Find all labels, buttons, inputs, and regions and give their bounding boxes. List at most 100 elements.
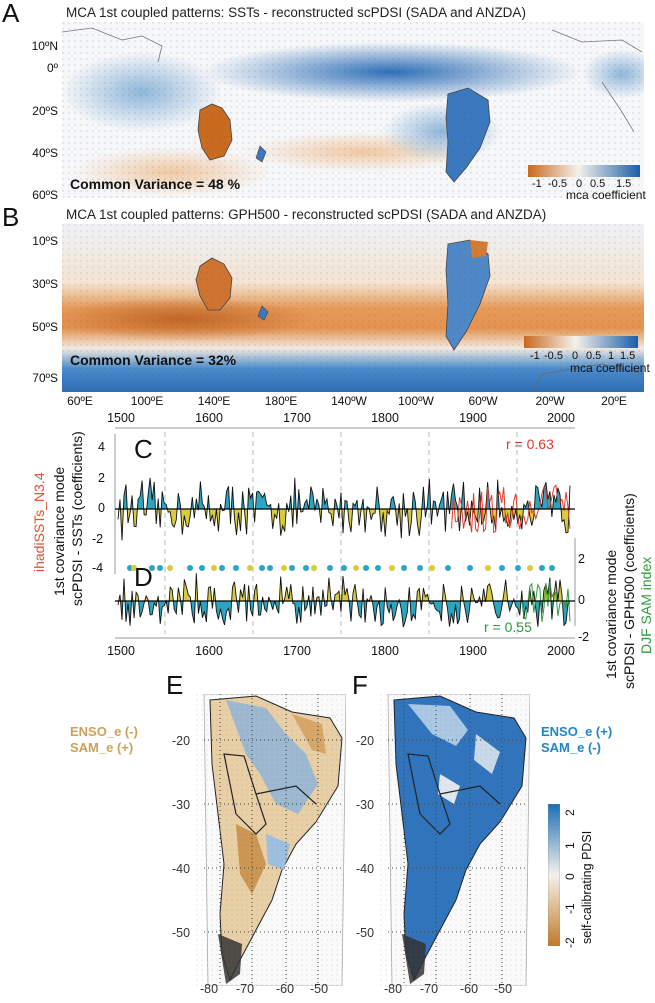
panel-c-ylabel-1: 1st covariance mode xyxy=(51,466,67,596)
panel-a-cbar-tick-1: -1 xyxy=(532,178,542,190)
grid-lines xyxy=(164,432,518,634)
event-dot xyxy=(267,565,273,571)
panel-c-letter: C xyxy=(134,434,153,464)
event-dot xyxy=(131,565,137,571)
panel-a-lat-20s: 20ºS xyxy=(32,104,58,118)
event-dot xyxy=(375,565,381,571)
panel-b-lat-70s: 70ºS xyxy=(32,371,58,385)
panel-b-lon-100e: 100ºE xyxy=(130,394,164,408)
panel-f-cbar-tick-m2: -2 xyxy=(563,937,577,948)
panel-c-top-year-1700: 1700 xyxy=(283,411,311,425)
event-dot xyxy=(233,565,239,571)
panel-f-lat-50: -50 xyxy=(356,926,375,940)
panel-e-lat-50: -50 xyxy=(172,926,191,940)
panel-a-lat-60s: 60ºS xyxy=(32,188,58,202)
panel-c-ytick-2: 2 xyxy=(98,471,105,485)
panel-c-top-year-1600: 1600 xyxy=(195,411,223,425)
panel-a-lat-0: 0º xyxy=(46,61,58,75)
panel-c-top-year-1500: 1500 xyxy=(107,411,135,425)
panel-a-colorbar xyxy=(528,165,640,177)
panel-d-r-value: r = 0.55 xyxy=(484,619,532,635)
panel-d-letter: D xyxy=(134,562,153,592)
panel-f-cbar-tick-0: 0 xyxy=(563,873,577,880)
panel-e-lon-60: -60 xyxy=(276,982,295,996)
event-dot xyxy=(187,565,193,571)
event-dot xyxy=(499,565,505,571)
panel-e-label-1: ENSO_e (-) xyxy=(70,724,138,739)
event-dot xyxy=(281,565,287,571)
panel-b-lon-60w: 60ºW xyxy=(468,394,498,408)
panel-b-title: MCA 1st coupled patterns: GPH500 - recon… xyxy=(66,207,547,222)
panel-f-lon-50: -50 xyxy=(494,982,513,996)
panel-a-common-variance: Common Variance = 48 % xyxy=(70,176,241,192)
seriesD-overlay-line xyxy=(521,581,571,622)
panel-a-cbar-tick-2: -0.5 xyxy=(548,178,567,190)
event-dot xyxy=(247,565,253,571)
panel-b-lon-180e: 180ºE xyxy=(264,394,298,408)
panel-e-lat-20: -20 xyxy=(172,734,191,748)
event-dot xyxy=(445,565,451,571)
panel-c-ylabel-2: scPDSI - SSTs (coefficients) xyxy=(69,431,85,606)
panel-c-ytick-0: 0 xyxy=(98,501,105,515)
event-dot xyxy=(539,565,545,571)
panel-f-map xyxy=(380,694,530,986)
event-dot xyxy=(327,565,333,571)
panel-f-lon-60: -60 xyxy=(460,982,479,996)
event-dot xyxy=(363,565,369,571)
panel-c-r-value: r = 0.63 xyxy=(506,436,554,452)
seriesC-line xyxy=(117,477,571,541)
event-dot xyxy=(467,565,473,571)
panel-a-lat-40s: 40ºS xyxy=(32,146,58,160)
panel-d-bottom-year-1700: 1700 xyxy=(283,644,311,658)
event-dots xyxy=(127,565,555,571)
panel-cd-plot xyxy=(114,427,576,639)
event-dot xyxy=(211,565,217,571)
panel-b-map xyxy=(62,224,644,392)
panel-b-lat-30s: 30ºS xyxy=(32,277,58,291)
panel-f-cbar-tick-1: 1 xyxy=(563,842,577,849)
event-dot xyxy=(303,565,309,571)
event-dot xyxy=(167,565,173,571)
event-dot xyxy=(199,565,205,571)
panel-f-lat-30: -30 xyxy=(356,798,375,812)
panel-f-lon-80: -80 xyxy=(384,982,403,996)
panel-d-ylabel-1: 1st covariance mode xyxy=(603,549,619,679)
event-dot xyxy=(289,565,295,571)
panel-b-lon-20w: 20ºW xyxy=(535,394,565,408)
panel-b-colorbar xyxy=(524,336,638,348)
panel-c-ytick-4: 4 xyxy=(98,440,105,454)
panel-c-top-year-1900: 1900 xyxy=(459,411,487,425)
panel-d-bottom-year-1800: 1800 xyxy=(371,644,399,658)
panel-c-ytick-m4: -4 xyxy=(92,561,104,575)
panel-e-lat-30: -30 xyxy=(172,798,191,812)
panel-b-cbar-tick-2: -0.5 xyxy=(544,350,563,362)
panel-d-bottom-year-1600: 1600 xyxy=(195,644,223,658)
panel-f-label-1: ENSO_e (+) xyxy=(541,724,613,739)
panel-a-letter: A xyxy=(2,0,20,28)
panel-c-series xyxy=(117,477,571,541)
panel-b-lon-60e: 60ºE xyxy=(67,394,93,408)
panel-f-cbar-tick-2: 2 xyxy=(563,809,577,816)
event-dot xyxy=(149,565,155,571)
panel-b-lat-10s: 10ºS xyxy=(32,234,58,248)
panel-d-bottom-year-1900: 1900 xyxy=(459,644,487,658)
seriesC-overlay-line xyxy=(451,484,571,534)
panel-b-lon-140w: 140ºW xyxy=(331,394,367,408)
event-dot xyxy=(549,565,555,571)
panel-d-ytick-2: 2 xyxy=(578,552,585,566)
panel-b-cbar-tick-6: 1.5 xyxy=(620,350,636,362)
panel-f-cbar-label: self-calibrating PDSI xyxy=(580,830,594,944)
panel-b-lon-140e: 140ºE xyxy=(197,394,231,408)
event-dot xyxy=(219,565,225,571)
panel-b-cbar-label: mca coefficient xyxy=(570,361,650,375)
seriesD-line xyxy=(117,573,571,628)
panel-b-cbar-tick-3: 0 xyxy=(572,350,579,362)
event-dot xyxy=(401,565,407,571)
panel-b-common-variance: Common Variance = 32% xyxy=(70,352,237,368)
panel-e-label-2: SAM_e (+) xyxy=(70,740,134,755)
panel-a-title: MCA 1st coupled patterns: SSTs - reconst… xyxy=(66,5,526,20)
panel-d-right-series-label: DJF SAM index xyxy=(638,556,654,654)
panel-b-lat-50s: 50ºS xyxy=(32,320,58,334)
panel-c-top-year-1800: 1800 xyxy=(371,411,399,425)
event-dot xyxy=(311,565,317,571)
